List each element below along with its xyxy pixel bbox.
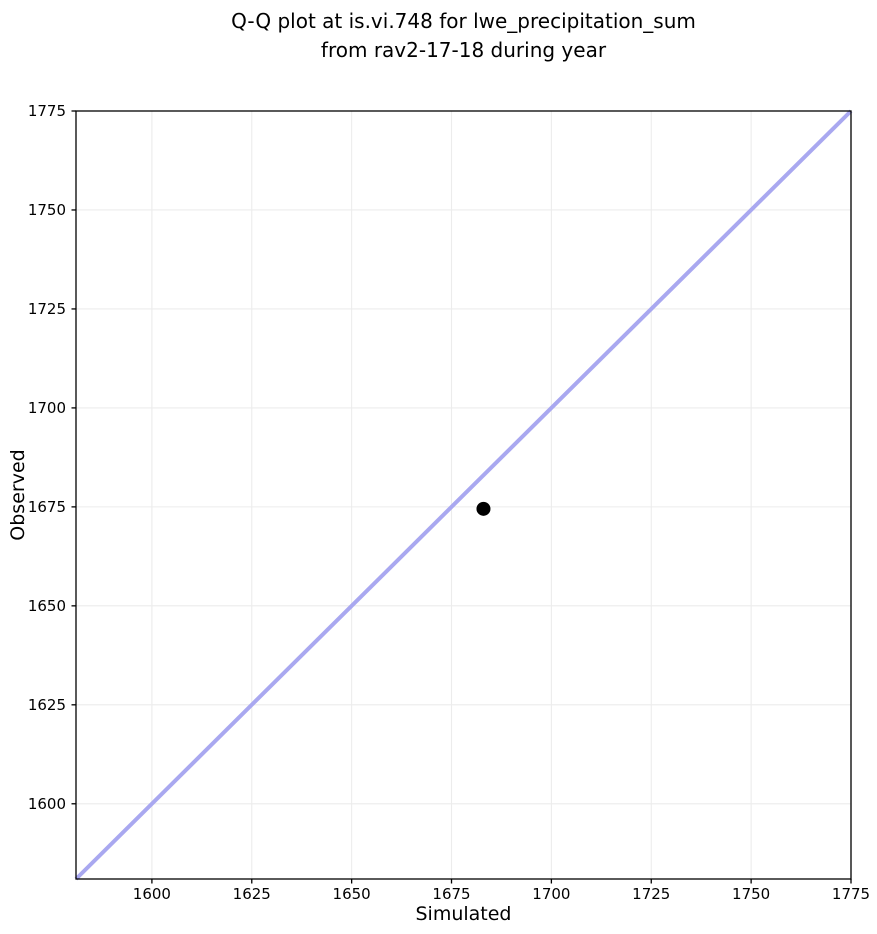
chart-title-line-1: Q-Q plot at is.vi.748 for lwe_precipitat… — [231, 9, 696, 33]
y-tick-label: 1600 — [27, 794, 66, 813]
x-tick-label: 1600 — [132, 885, 171, 903]
chart-title-line-2: from rav2-17-18 during year — [320, 38, 607, 62]
observed-vs-simulated-quantiles-point — [476, 501, 491, 516]
chart-title: Q-Q plot at is.vi.748 for lwe_precipitat… — [76, 7, 851, 65]
y-tick-label: 1625 — [27, 695, 66, 714]
x-tick-label: 1625 — [232, 885, 271, 903]
y-tick-label: 1775 — [27, 102, 66, 120]
x-tick-label: 1675 — [432, 885, 471, 903]
x-tick-label: 1700 — [532, 885, 571, 903]
y-tick-label: 1650 — [27, 596, 66, 615]
y-axis-label: Observed — [7, 449, 29, 541]
y-tick-label: 1750 — [27, 200, 66, 219]
plot-border — [75, 110, 852, 880]
x-tick-label: 1775 — [831, 885, 871, 903]
x-tick-label: 1725 — [632, 885, 671, 903]
x-tick-label: 1650 — [332, 885, 371, 903]
y-tick-label: 1675 — [27, 497, 66, 516]
y-tick-label: 1725 — [27, 299, 66, 318]
identity-line — [74, 109, 853, 881]
x-tick-label: 1750 — [732, 885, 771, 903]
x-axis-label: Simulated — [415, 903, 512, 925]
y-tick-label: 1700 — [27, 398, 66, 417]
